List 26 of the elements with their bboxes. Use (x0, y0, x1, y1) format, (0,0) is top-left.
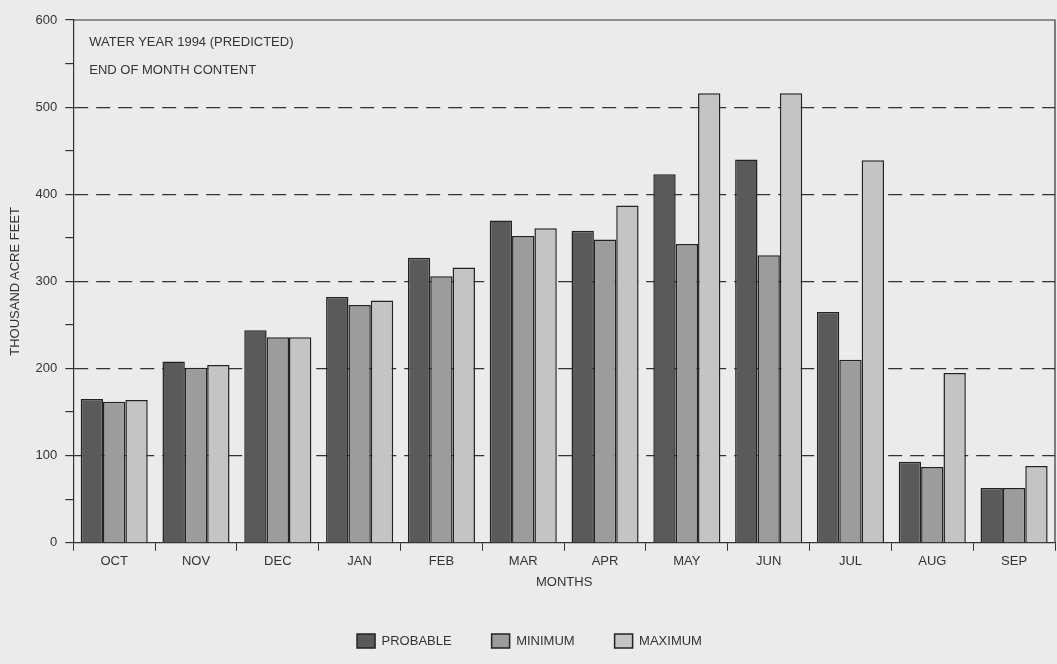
x-tick-label: NOV (181, 553, 211, 569)
x-tick-label: MAY (673, 553, 701, 569)
y-tick-label: 0 (50, 534, 58, 550)
x-tick-label: JUL (838, 553, 863, 569)
legend-label: PROBABLE (381, 632, 452, 648)
x-tick-label: FEB (428, 553, 455, 569)
x-tick-label: APR (591, 553, 619, 569)
x-tick-label: JAN (347, 553, 372, 569)
y-tick-label: 600 (35, 11, 58, 27)
legend-label: MINIMUM (516, 632, 575, 648)
y-tick-label: 300 (35, 272, 58, 288)
x-tick-label: DEC (264, 553, 292, 569)
text: WATER YEAR 1994 (PREDICTED) (89, 33, 294, 49)
x-axis-title: MONTHS (535, 573, 593, 589)
legend-label: MAXIMUM (639, 632, 702, 648)
text: END OF MONTH CONTENT (89, 61, 257, 77)
x-tick-label: OCT (100, 553, 128, 569)
y-tick-label: 500 (35, 98, 58, 114)
x-tick-label: MAR (508, 553, 538, 569)
y-tick-label: 200 (35, 360, 58, 376)
y-tick-label: 400 (35, 185, 58, 201)
y-axis-title: THOUSAND ACRE FEET (7, 206, 23, 356)
x-tick-label: SEP (1001, 553, 1028, 569)
x-tick-label: AUG (918, 553, 947, 569)
x-tick-label: JUN (756, 553, 782, 569)
y-tick-label: 100 (35, 447, 58, 463)
